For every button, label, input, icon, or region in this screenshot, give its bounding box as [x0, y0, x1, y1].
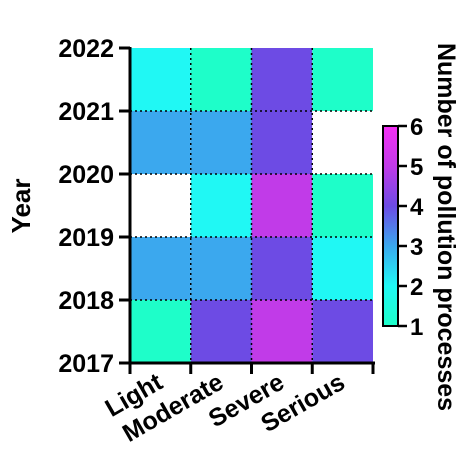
heatmap-cell-2018-2019-light [130, 237, 191, 300]
heatmap-cell-2021-2022-light [130, 48, 191, 111]
y-tick-label: 2020 [58, 161, 114, 189]
heatmap-cell-2020-2021-severe [251, 111, 313, 174]
heatmap-cell-2018-2019-serious [312, 237, 373, 300]
heatmap-cell-2019-2020-moderate [190, 174, 252, 237]
colorbar-tick-label: 3 [410, 234, 423, 261]
heatmap-cell-2018-2019-severe [251, 237, 313, 300]
heatmap-cell-2020-2021-serious [312, 111, 373, 174]
colorbar [382, 125, 399, 327]
heatmap-cells [130, 48, 373, 363]
y-tick-labels: 2017 2018 2019 2020 2021 2022 [58, 35, 130, 378]
colorbar-tick-label: 6 [410, 114, 423, 141]
heatmap-cell-2020-2021-moderate [190, 111, 252, 174]
colorbar-tick-label: 1 [410, 314, 423, 341]
heatmap-cell-2021-2022-moderate [190, 48, 252, 111]
y-tick-label: 2022 [58, 35, 114, 63]
heatmap-cell-2020-2021-light [130, 111, 191, 174]
y-tick-label: 2021 [58, 98, 114, 126]
heatmap-cell-2017-2018-serious [312, 300, 373, 363]
grid-lines [130, 48, 373, 363]
y-tick-label: 2018 [58, 287, 114, 315]
heatmap-cell-2017-2018-severe [251, 300, 313, 363]
heatmap-cell-2017-2018-light [130, 300, 191, 363]
colorbar-label: Number of pollution processes [432, 43, 460, 411]
colorbar-tick-label: 2 [410, 274, 423, 301]
heatmap-cell-2017-2018-moderate [190, 300, 252, 363]
colorbar-tick-label: 4 [410, 194, 424, 221]
colorbar-tick-label: 5 [410, 154, 423, 181]
heatmap-cell-2021-2022-severe [251, 48, 313, 111]
heatmap-cell-2019-2020-serious [312, 174, 373, 237]
y-tick-label: 2019 [58, 224, 114, 252]
y-tick-label: 2017 [58, 350, 114, 378]
heatmap-cell-2019-2020-severe [251, 174, 313, 237]
colorbar-tick-labels: 1 2 3 4 5 6 [398, 114, 424, 341]
y-axis-label: Year [6, 179, 36, 234]
heatmap-cell-2021-2022-serious [312, 48, 373, 111]
heatmap-cell-2018-2019-moderate [190, 237, 252, 300]
heatmap-cell-2019-2020-light [130, 174, 191, 237]
colorbar-gradient [382, 125, 399, 327]
